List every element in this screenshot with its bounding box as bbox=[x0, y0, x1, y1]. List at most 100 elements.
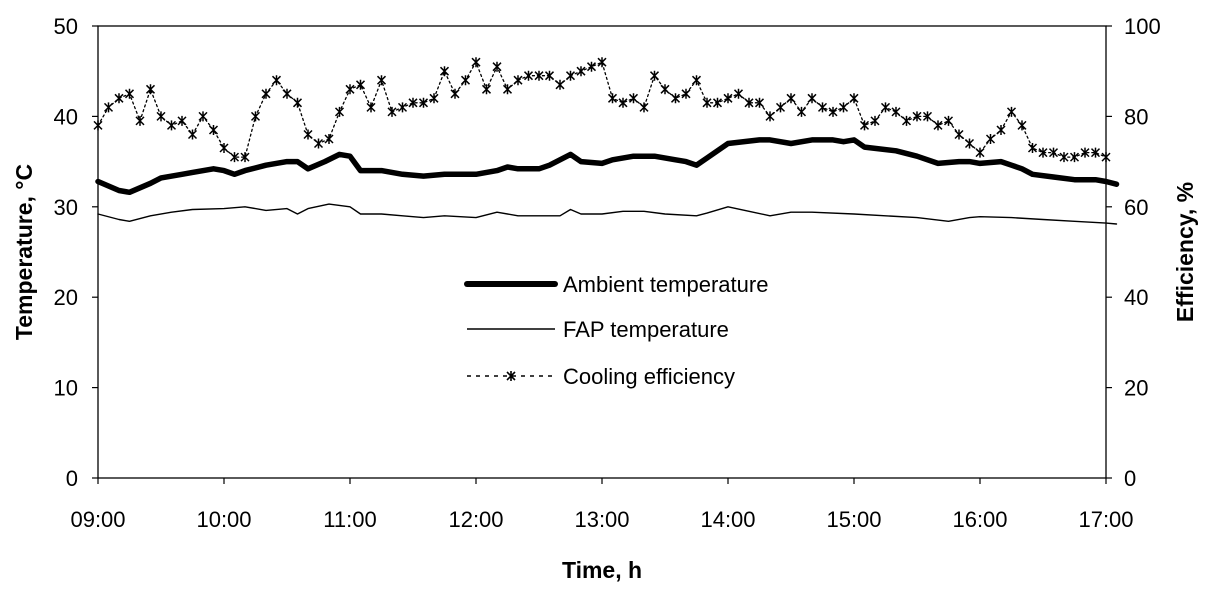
data-point-cooling-efficiency bbox=[996, 125, 1006, 135]
data-point-cooling-efficiency bbox=[576, 66, 586, 77]
data-point-cooling-efficiency bbox=[754, 97, 765, 108]
data-point-cooling-efficiency bbox=[355, 79, 366, 90]
x-tick-label: 10:00 bbox=[196, 507, 251, 532]
data-point-cooling-efficiency bbox=[135, 115, 145, 126]
data-point-cooling-efficiency bbox=[1080, 147, 1090, 158]
x-tick-label: 15:00 bbox=[826, 507, 881, 532]
data-point-cooling-efficiency bbox=[481, 84, 492, 95]
data-point-cooling-efficiency bbox=[1069, 152, 1080, 163]
y2-axis-ticks: 0 20 40 60 80 100 bbox=[1106, 14, 1161, 491]
data-point-cooling-efficiency bbox=[439, 66, 450, 77]
data-point-cooling-efficiency bbox=[492, 61, 502, 72]
data-point-cooling-efficiency bbox=[691, 75, 702, 86]
y2-axis-title: Efficiency, % bbox=[1172, 182, 1198, 322]
data-point-cooling-efficiency bbox=[1027, 143, 1038, 153]
legend-label-ambient-temperature: Ambient temperature bbox=[563, 272, 768, 297]
data-point-cooling-efficiency bbox=[166, 120, 177, 131]
y-tick-label: 30 bbox=[54, 195, 78, 220]
data-point-cooling-efficiency bbox=[975, 147, 985, 158]
data-point-cooling-efficiency bbox=[597, 57, 607, 68]
data-point-cooling-efficiency bbox=[849, 93, 859, 104]
data-point-cooling-efficiency bbox=[387, 106, 397, 117]
data-point-cooling-efficiency bbox=[198, 111, 208, 122]
data-point-cooling-efficiency bbox=[964, 138, 975, 149]
data-point-cooling-efficiency bbox=[639, 102, 649, 113]
y-tick-label: 10 bbox=[54, 376, 78, 401]
data-point-cooling-efficiency bbox=[1017, 120, 1027, 131]
data-point-cooling-efficiency bbox=[765, 111, 775, 122]
data-point-cooling-efficiency bbox=[1090, 147, 1101, 158]
data-point-cooling-efficiency bbox=[649, 70, 660, 81]
y-axis-title: Temperature, °C bbox=[11, 164, 37, 340]
data-point-cooling-efficiency bbox=[891, 106, 901, 117]
legend-label-cooling-efficiency: Cooling efficiency bbox=[563, 364, 735, 389]
data-point-cooling-efficiency bbox=[229, 152, 240, 163]
data-point-cooling-efficiency bbox=[828, 106, 838, 117]
data-point-cooling-efficiency bbox=[1006, 106, 1017, 117]
y-tick-label: 0 bbox=[66, 466, 78, 491]
data-point-cooling-efficiency bbox=[870, 115, 880, 126]
data-point-cooling-efficiency bbox=[292, 97, 303, 108]
data-point-cooling-efficiency bbox=[408, 97, 418, 108]
data-point-cooling-efficiency bbox=[177, 115, 187, 126]
data-point-cooling-efficiency bbox=[1059, 152, 1069, 163]
legend: Ambient temperature FAP temperature Cool… bbox=[464, 272, 768, 389]
x-axis-ticks: 09:00 10:00 11:00 12:00 13:00 14:00 15:00 16:00… bbox=[70, 478, 1134, 532]
data-point-cooling-efficiency bbox=[1101, 152, 1111, 163]
data-point-cooling-efficiency bbox=[565, 70, 576, 81]
data-point-cooling-efficiency bbox=[145, 84, 156, 95]
data-point-cooling-efficiency bbox=[366, 102, 376, 113]
data-point-cooling-efficiency bbox=[124, 88, 135, 99]
data-point-cooling-efficiency bbox=[618, 97, 628, 108]
data-point-cooling-efficiency bbox=[282, 88, 292, 99]
legend-marker-cooling-efficiency bbox=[506, 371, 516, 381]
x-tick-label: 16:00 bbox=[952, 507, 1007, 532]
data-point-cooling-efficiency bbox=[345, 84, 355, 95]
data-point-cooling-efficiency bbox=[261, 88, 271, 99]
data-point-cooling-efficiency bbox=[429, 93, 439, 104]
data-point-cooling-efficiency bbox=[786, 93, 796, 104]
data-point-cooling-efficiency bbox=[817, 102, 828, 113]
series-line-ambient-temperature bbox=[95, 137, 1120, 196]
plot-area-frame bbox=[97, 25, 1107, 479]
data-point-cooling-efficiency bbox=[838, 102, 849, 113]
data-point-cooling-efficiency bbox=[796, 106, 807, 117]
data-point-cooling-efficiency bbox=[471, 57, 481, 68]
x-tick-label: 11:00 bbox=[323, 507, 376, 532]
data-point-cooling-efficiency bbox=[933, 120, 943, 131]
data-point-cooling-efficiency bbox=[660, 84, 670, 95]
data-point-cooling-efficiency bbox=[376, 75, 387, 86]
x-axis-title: Time, h bbox=[562, 557, 642, 583]
y-tick-label: 20 bbox=[54, 285, 78, 310]
data-point-cooling-efficiency bbox=[93, 120, 103, 131]
data-point-cooling-efficiency bbox=[418, 97, 429, 108]
y2-tick-label: 20 bbox=[1124, 376, 1148, 401]
data-point-cooling-efficiency bbox=[943, 115, 954, 126]
data-point-cooling-efficiency bbox=[702, 97, 712, 108]
data-point-cooling-efficiency bbox=[723, 93, 733, 104]
data-point-cooling-efficiency bbox=[628, 93, 639, 104]
data-point-cooling-efficiency bbox=[114, 93, 124, 104]
data-point-cooling-efficiency bbox=[271, 75, 282, 86]
data-point-cooling-efficiency bbox=[954, 129, 964, 140]
data-point-cooling-efficiency bbox=[397, 102, 408, 113]
data-point-cooling-efficiency bbox=[985, 134, 996, 144]
data-point-cooling-efficiency bbox=[670, 93, 681, 104]
data-point-cooling-efficiency bbox=[534, 70, 544, 81]
data-point-cooling-efficiency bbox=[219, 143, 229, 153]
data-point-cooling-efficiency bbox=[555, 79, 565, 90]
data-point-cooling-efficiency bbox=[334, 106, 345, 117]
data-point-cooling-efficiency bbox=[1038, 147, 1048, 158]
x-tick-label: 14:00 bbox=[700, 507, 755, 532]
data-point-cooling-efficiency bbox=[681, 88, 691, 99]
data-point-cooling-efficiency bbox=[513, 75, 523, 86]
y2-tick-label: 100 bbox=[1124, 14, 1161, 39]
series-layer bbox=[93, 57, 1120, 225]
data-point-cooling-efficiency bbox=[502, 84, 513, 95]
data-point-cooling-efficiency bbox=[1048, 147, 1059, 158]
data-point-cooling-efficiency bbox=[775, 102, 786, 113]
data-point-cooling-efficiency bbox=[460, 75, 471, 86]
data-point-cooling-efficiency bbox=[187, 129, 198, 140]
